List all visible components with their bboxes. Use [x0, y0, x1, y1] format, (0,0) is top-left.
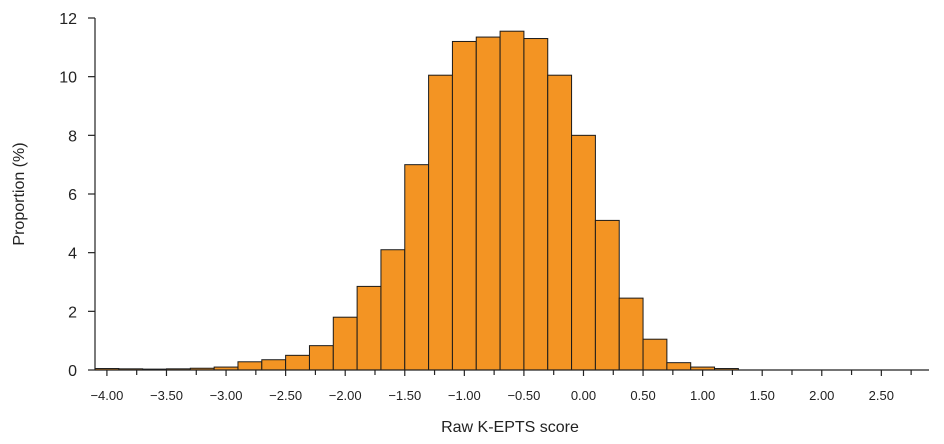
histogram-bar: [285, 354, 310, 371]
x-tick-label: −2.50: [269, 388, 302, 403]
histogram-bar: [428, 74, 453, 371]
histogram-bar: [261, 359, 287, 371]
y-tick-label: 0: [68, 363, 77, 380]
histogram-bar: [475, 36, 501, 371]
x-tick-label: −1.50: [388, 388, 421, 403]
y-tick-label: 4: [68, 246, 77, 263]
histogram-bar: [499, 30, 525, 371]
x-tick-label: −0.50: [507, 388, 540, 403]
x-tick-label: 2.00: [809, 388, 834, 403]
x-tick-label: 1.50: [750, 388, 775, 403]
histogram-bar: [666, 362, 692, 371]
histogram-bar: [547, 74, 573, 371]
x-axis-title: Raw K-EPTS score: [441, 419, 579, 436]
bars-group: [94, 30, 739, 371]
histogram-bar: [618, 297, 644, 371]
histogram-bar: [451, 40, 477, 371]
y-tick-label: 6: [68, 187, 77, 204]
y-tick-label: 10: [59, 70, 77, 87]
histogram-bar: [308, 345, 334, 371]
x-tick-label: 2.50: [869, 388, 894, 403]
x-ticks-group: −4.00 −3.50 −3.00 −2.50 −2.00 −1.50 −1.00 −0.50…: [90, 370, 912, 403]
x-tick-label: 0.50: [630, 388, 655, 403]
histogram-bar: [237, 361, 263, 371]
histogram-bar: [404, 164, 430, 371]
y-tick-label: 12: [59, 11, 77, 28]
y-tick-label: 2: [68, 304, 77, 321]
x-tick-label: 0.00: [571, 388, 596, 403]
y-ticks-group: 0 2 4 6 8 10 12: [59, 11, 95, 380]
histogram-bar: [571, 134, 596, 371]
x-tick-label: −1.00: [448, 388, 481, 403]
x-tick-label: −3.50: [150, 388, 183, 403]
x-tick-label: −4.00: [90, 388, 123, 403]
y-tick-label: 8: [68, 128, 77, 145]
x-tick-label: −2.00: [329, 388, 362, 403]
x-tick-label: −3.00: [210, 388, 243, 403]
histogram-bar: [356, 285, 382, 371]
histogram-bar: [523, 38, 549, 371]
histogram-bar: [332, 316, 358, 371]
y-axis-title: Proportion (%): [11, 142, 28, 245]
histogram-bar: [642, 338, 668, 371]
histogram-bar: [594, 219, 620, 371]
histogram-bar: [380, 249, 406, 371]
x-tick-label: 1.00: [690, 388, 715, 403]
